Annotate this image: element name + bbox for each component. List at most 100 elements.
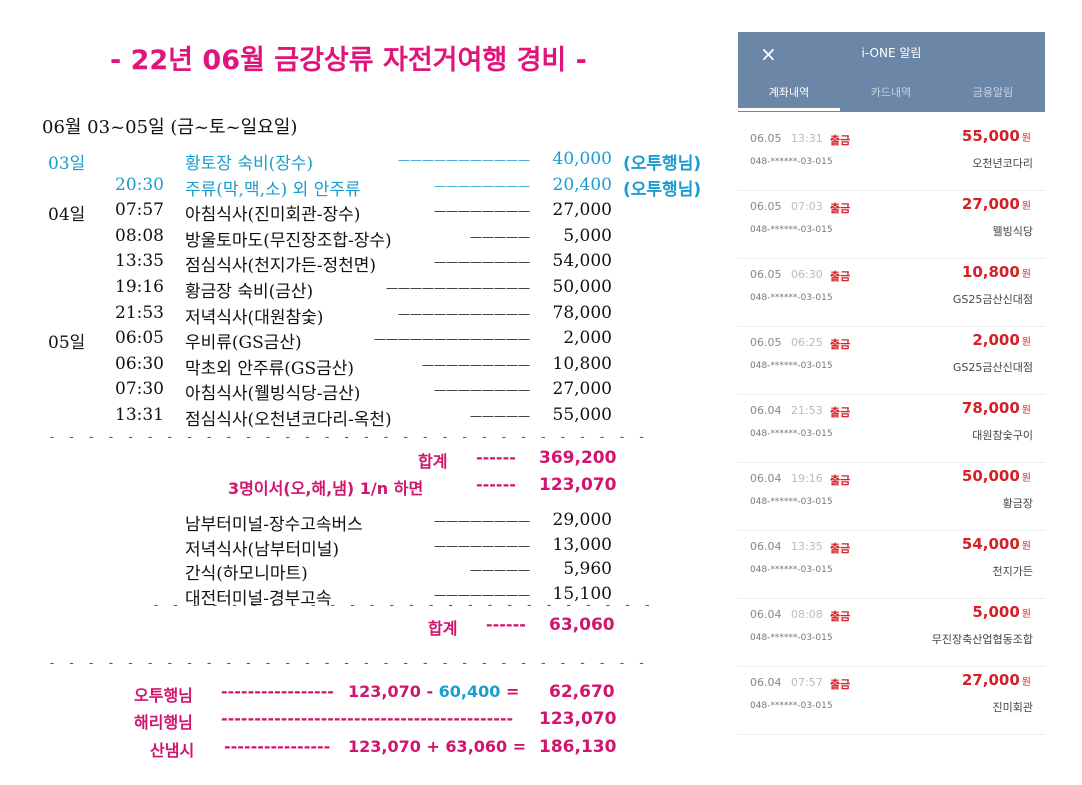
tx-amount-value: 27,000	[961, 671, 1020, 689]
app-title: i-ONE 알림	[861, 46, 922, 60]
tx-amount-unit: 원	[1021, 269, 1031, 280]
app-header: × i-ONE 알림 계좌내역 카드내역 금융알림	[738, 32, 1045, 112]
expense-time: 19:16	[115, 277, 164, 297]
tx-type: 출금	[830, 270, 851, 283]
expense-amount: 78,000	[552, 302, 612, 323]
tx-time: 06:30	[791, 268, 823, 281]
tx-amount-value: 50,000	[961, 467, 1020, 485]
tab-account-history[interactable]: 계좌내역	[768, 86, 810, 99]
extra-expense-row: 남부터미널-장수고속버스 29,000 ————————	[0, 510, 720, 535]
expense-amount: 50,000	[552, 277, 612, 297]
expense-row: 05일 06:05 우비류(GS금산) 2,000 —————————————	[0, 328, 720, 354]
expense-dashes: ————————	[434, 587, 530, 602]
tx-merchant: 천지가든	[992, 565, 1033, 578]
transaction-row[interactable]: 06.04 13:35 출금 048-******-03-015 천지가든 54,000 원	[738, 530, 1045, 599]
expense-time: 21:53	[115, 302, 164, 323]
settle-r3-result: 186,130	[539, 737, 617, 757]
tx-type: 출금	[830, 474, 851, 487]
expense-dashes: —————————	[422, 357, 530, 372]
expense-row: 13:31 점심식사(오천년코다리-옥천) 55,000 —————	[0, 405, 720, 430]
settle-r3-expr: 123,070 + 63,060 =	[348, 737, 527, 756]
expense-row: 20:30 주류(막,맥,소) 외 안주류 20,400 (오투행님) ————————	[0, 175, 720, 200]
tx-amount-value: 5,000	[972, 603, 1020, 621]
total2-dashes: ------	[486, 615, 526, 634]
total1-dashes: ------	[476, 448, 516, 467]
expense-dashes: ————————	[434, 383, 530, 398]
expense-row: 21:53 저녁식사(대원참숯) 78,000 ———————————	[0, 302, 720, 328]
expense-desc: 남부터미널-장수고속버스	[185, 515, 363, 535]
transaction-row[interactable]: 06.04 07:57 출금 048-******-03-015 진미회관 27,000 원	[738, 666, 1045, 735]
expense-desc: 황토장 숙비(장수)	[185, 154, 314, 174]
tx-date: 06.04	[750, 676, 782, 689]
tx-date: 06.04	[750, 540, 782, 553]
tx-time: 06:25	[791, 336, 823, 349]
extra-expense-row: 저녁식사(남부터미널) 13,000 ————————	[0, 535, 720, 560]
tx-merchant: 진미회관	[992, 701, 1033, 714]
expense-dashes: ———————————	[398, 306, 530, 321]
expense-time: 06:30	[115, 353, 164, 374]
tx-amount-unit: 원	[1021, 133, 1031, 144]
expense-desc: 저녁식사(남부터미널)	[185, 539, 340, 560]
total2-value: 63,060	[549, 615, 615, 635]
transaction-row[interactable]: 06.05 06:30 출금 048-******-03-015 GS25금산신대점 10…	[738, 258, 1045, 327]
transaction-row[interactable]: 06.05 13:31 출금 048-******-03-015 오천년코다리 55,00…	[738, 122, 1045, 191]
tx-type: 출금	[830, 610, 851, 623]
settle-r1-name: 오투행님	[134, 686, 193, 705]
expense-day: 03일	[48, 154, 86, 174]
transaction-row[interactable]: 06.05 07:03 출금 048-******-03-015 웰빙식당 27,000 원	[738, 190, 1045, 259]
expense-desc: 우비류(GS금산)	[185, 333, 302, 354]
divider-2: - - - - - - - - - - - - - - - - - - - - …	[152, 598, 654, 613]
tx-time: 21:53	[791, 404, 823, 417]
divider-3: - - - - - - - - - - - - - - - - - - - - …	[48, 656, 654, 671]
tx-account: 048-******-03-015	[750, 565, 833, 575]
expense-amount: 54,000	[552, 251, 612, 272]
close-icon[interactable]: ×	[760, 42, 777, 66]
expense-amount: 5,000	[563, 225, 612, 246]
transaction-row[interactable]: 06.04 19:16 출금 048-******-03-015 황금장 50,000 원	[738, 462, 1045, 531]
expense-dashes: —————	[470, 563, 530, 577]
expense-row: 04일 07:57 아침식사(진미회관-장수) 27,000 ————————	[0, 200, 720, 225]
expense-desc: 방울토마도(무진장조합-장수)	[185, 230, 392, 251]
settle-r2-name: 해리행님	[134, 713, 193, 732]
settle-r1-expr: 123,070 - 60,400 =	[348, 682, 519, 701]
tx-amount-unit: 원	[1021, 541, 1031, 552]
tx-type: 출금	[830, 678, 851, 691]
tab-card-history[interactable]: 카드내역	[870, 86, 912, 99]
tx-amount-value: 55,000	[961, 127, 1020, 145]
expense-row: 03일 황토장 숙비(장수) 40,000 (오투행님) ———————————	[0, 149, 720, 174]
tx-amount-unit: 원	[1021, 677, 1031, 688]
expense-dashes: ————————	[434, 255, 530, 270]
tx-time: 13:31	[791, 132, 823, 145]
expense-desc: 간식(하모니마트)	[185, 564, 308, 584]
transaction-row[interactable]: 06.04 08:08 출금 048-******-03-015 무진장축산업협동조합 5…	[738, 598, 1045, 667]
transaction-row[interactable]: 06.04 21:53 출금 048-******-03-015 대원참숯구이 78,00…	[738, 394, 1045, 463]
tx-amount: 55,000 원	[962, 127, 1031, 145]
expense-desc: 주류(막,맥,소) 외 안주류	[185, 179, 361, 200]
tx-amount-value: 54,000	[961, 535, 1020, 553]
tx-amount: 10,800 원	[962, 263, 1031, 281]
tx-merchant: 오천년코다리	[972, 157, 1033, 170]
transaction-row[interactable]: 06.05 06:25 출금 048-******-03-015 GS25금산신대점 2,…	[738, 326, 1045, 395]
expense-amount: 27,000	[552, 200, 612, 221]
tx-date: 06.04	[750, 404, 782, 417]
tx-account: 048-******-03-015	[750, 225, 833, 235]
tx-amount-value: 78,000	[961, 399, 1020, 417]
tab-finance-alerts[interactable]: 금융알림	[972, 86, 1014, 99]
tx-merchant: 웰빙식당	[992, 225, 1033, 238]
tx-type: 출금	[830, 338, 851, 351]
settle-r1-b: 60,400	[438, 682, 501, 701]
expense-dashes: ————————————	[386, 281, 530, 295]
expense-time: 13:35	[115, 251, 164, 272]
tx-type: 출금	[830, 542, 851, 555]
tx-amount: 27,000 원	[962, 195, 1031, 213]
tx-date: 06.05	[750, 268, 782, 281]
expense-desc: 대전터미널-경부고속	[185, 588, 332, 609]
expense-time: 13:31	[115, 405, 164, 425]
tx-amount-unit: 원	[1021, 201, 1031, 212]
expense-dashes: ————————	[434, 204, 530, 219]
tx-merchant: GS25금산신대점	[952, 293, 1033, 306]
tx-time: 19:16	[791, 472, 823, 485]
expense-dashes: —————	[470, 409, 530, 423]
settle-r3-dashes: ----------------	[224, 737, 331, 756]
settle-r1-dashes: -----------------	[221, 682, 334, 701]
